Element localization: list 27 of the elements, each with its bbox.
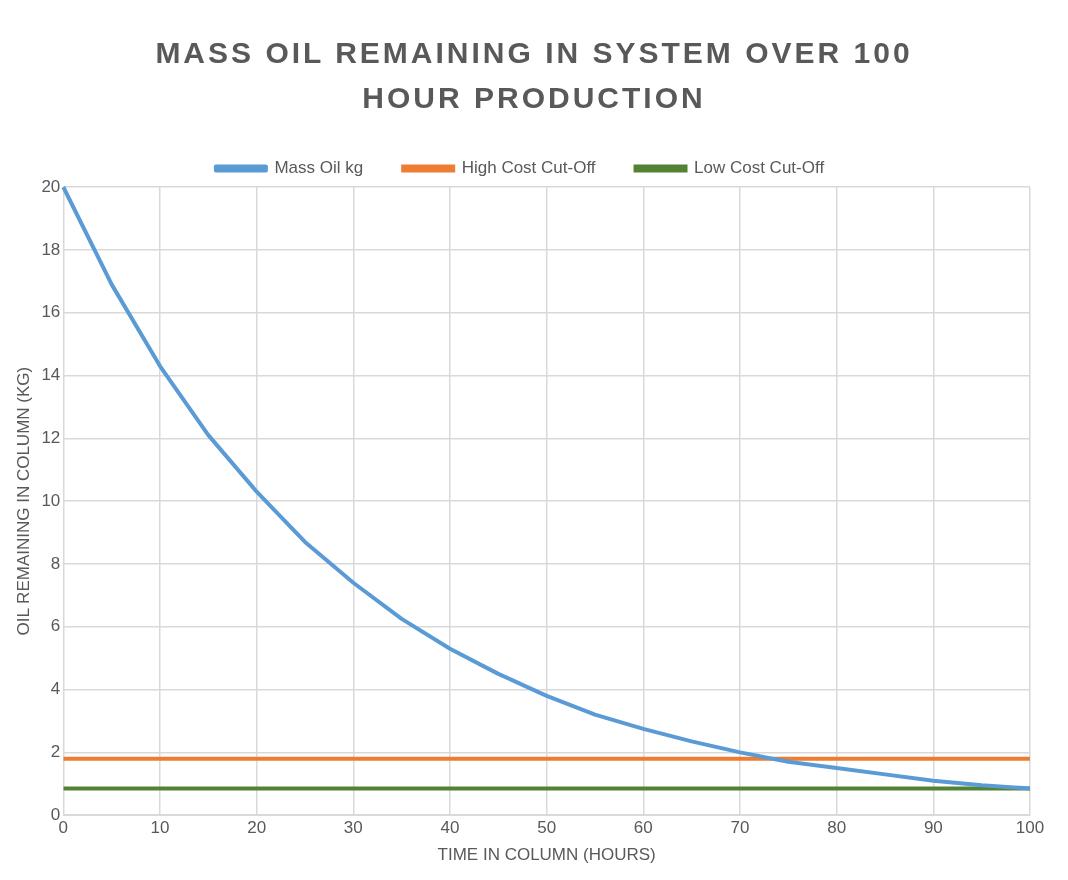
x-tick-label: 100 [1015,818,1045,838]
x-tick-label: 70 [730,818,750,838]
legend-label: High Cost Cut-Off [461,158,596,178]
y-tick-label: 16 [41,302,61,322]
legend-label: Mass Oil kg [274,158,364,178]
x-tick-label: 40 [440,818,460,838]
legend-label: Low Cost Cut-Off [694,158,825,178]
x-axis-title: TIME IN COLUMN (HOURS) [437,845,656,865]
x-tick-label: 90 [923,818,943,838]
y-tick-label: 6 [50,616,61,636]
x-tick-label: 60 [633,818,653,838]
y-tick-label: 14 [41,365,61,385]
x-tick-label: 50 [537,818,557,838]
x-tick-label: 20 [247,818,267,838]
x-tick-label: 80 [827,818,847,838]
chart-title: MASS OIL REMAINING IN SYSTEM OVER 100 HOUR PRODUCTION [154,35,914,116]
y-tick-label: 2 [50,742,61,762]
y-tick-label: 8 [50,553,61,573]
y-tick-label: 0 [50,804,61,824]
y-tick-label: 4 [50,679,61,699]
x-tick-label: 30 [343,818,363,838]
y-tick-label: 12 [41,427,61,447]
y-axis-title: OIL REMAINING IN COLUMN (KG) [13,366,33,636]
x-tick-label: 10 [150,818,170,838]
y-tick-label: 20 [41,176,61,196]
y-tick-label: 10 [41,490,61,510]
y-tick-label: 18 [41,239,61,259]
